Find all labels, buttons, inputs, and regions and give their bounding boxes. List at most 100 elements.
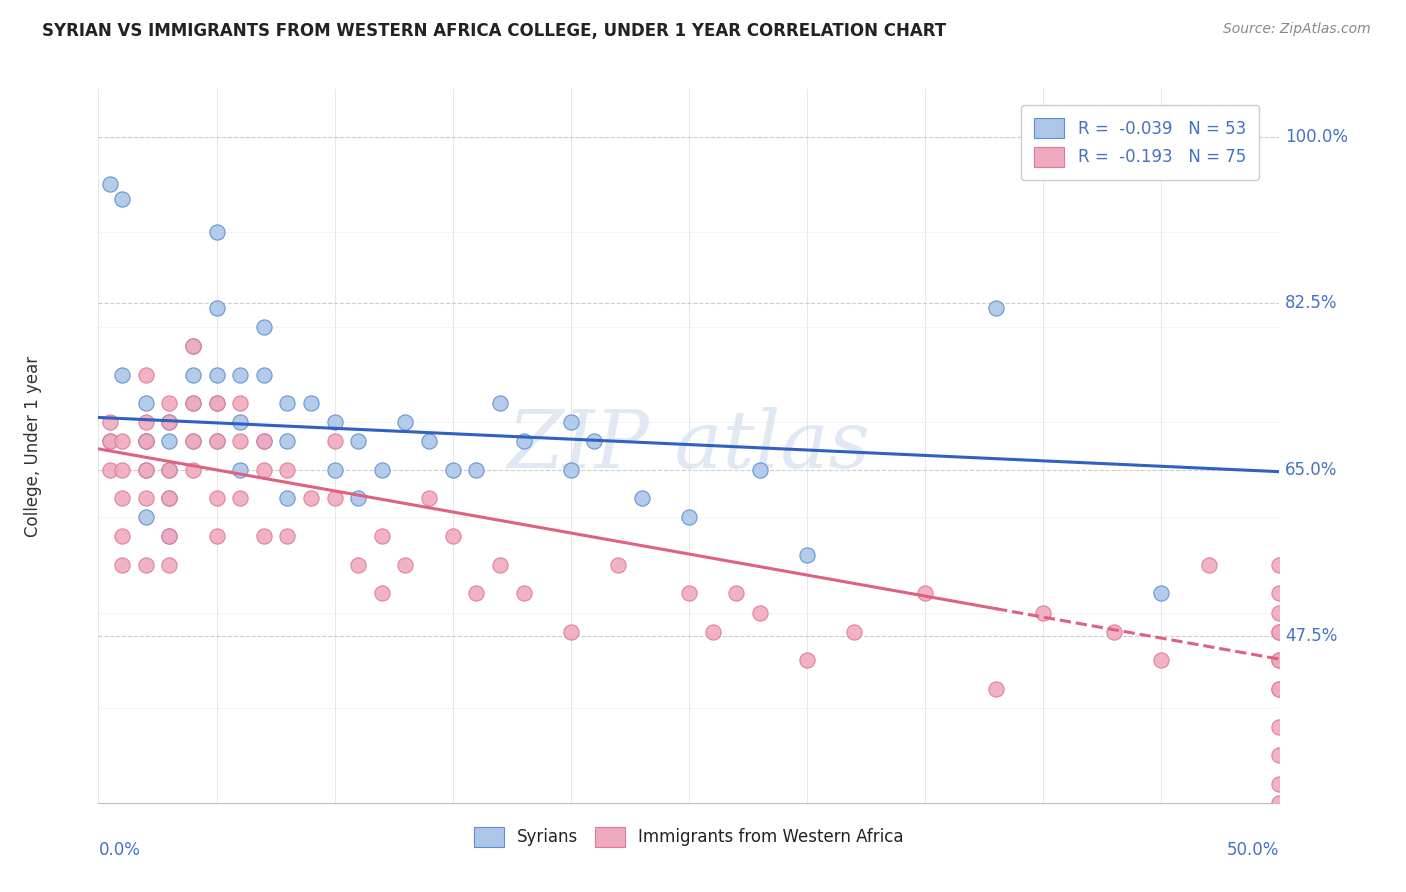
Point	[984, 301, 1007, 315]
Point	[489, 396, 512, 410]
Point	[157, 415, 180, 429]
Point	[157, 463, 180, 477]
Point	[678, 510, 700, 524]
Point	[371, 463, 394, 477]
Text: 100.0%: 100.0%	[1285, 128, 1348, 145]
Point	[1150, 653, 1173, 667]
Point	[111, 192, 134, 206]
Point	[465, 463, 488, 477]
Point	[181, 396, 204, 410]
Point	[157, 529, 180, 543]
Point	[181, 434, 204, 449]
Point	[1268, 777, 1291, 791]
Point	[98, 434, 121, 449]
Point	[135, 396, 157, 410]
Point	[276, 529, 298, 543]
Point	[135, 510, 157, 524]
Point	[205, 434, 228, 449]
Point	[253, 434, 276, 449]
Point	[205, 396, 228, 410]
Point	[98, 463, 121, 477]
Point	[181, 463, 204, 477]
Point	[181, 339, 204, 353]
Point	[229, 368, 252, 382]
Point	[157, 558, 180, 572]
Point	[323, 463, 346, 477]
Point	[1032, 606, 1054, 620]
Text: ZIP atlas: ZIP atlas	[508, 408, 870, 484]
Point	[347, 491, 370, 506]
Point	[583, 434, 606, 449]
Point	[299, 491, 322, 506]
Point	[1150, 586, 1173, 600]
Point	[323, 491, 346, 506]
Point	[111, 368, 134, 382]
Point	[157, 415, 180, 429]
Point	[157, 491, 180, 506]
Point	[1268, 624, 1291, 639]
Point	[1268, 624, 1291, 639]
Point	[253, 529, 276, 543]
Point	[630, 491, 652, 506]
Point	[229, 463, 252, 477]
Point	[181, 396, 204, 410]
Text: 65.0%: 65.0%	[1285, 461, 1337, 479]
Text: 47.5%: 47.5%	[1285, 627, 1337, 645]
Point	[276, 396, 298, 410]
Point	[1268, 720, 1291, 734]
Text: SYRIAN VS IMMIGRANTS FROM WESTERN AFRICA COLLEGE, UNDER 1 YEAR CORRELATION CHART: SYRIAN VS IMMIGRANTS FROM WESTERN AFRICA…	[42, 22, 946, 40]
Text: 50.0%: 50.0%	[1227, 841, 1279, 859]
Point	[135, 558, 157, 572]
Point	[253, 434, 276, 449]
Point	[253, 320, 276, 334]
Point	[347, 558, 370, 572]
Point	[725, 586, 748, 600]
Point	[135, 415, 157, 429]
Point	[205, 529, 228, 543]
Point	[205, 491, 228, 506]
Point	[560, 463, 582, 477]
Point	[276, 463, 298, 477]
Legend: Syrians, Immigrants from Western Africa: Syrians, Immigrants from Western Africa	[463, 815, 915, 859]
Point	[371, 586, 394, 600]
Point	[702, 624, 724, 639]
Point	[98, 434, 121, 449]
Point	[157, 396, 180, 410]
Point	[253, 368, 276, 382]
Point	[253, 463, 276, 477]
Point	[157, 529, 180, 543]
Text: Source: ZipAtlas.com: Source: ZipAtlas.com	[1223, 22, 1371, 37]
Point	[229, 491, 252, 506]
Point	[371, 529, 394, 543]
Point	[135, 434, 157, 449]
Point	[748, 606, 770, 620]
Point	[441, 529, 464, 543]
Point	[1268, 653, 1291, 667]
Text: 82.5%: 82.5%	[1285, 294, 1339, 312]
Point	[98, 178, 121, 192]
Point	[111, 463, 134, 477]
Point	[181, 368, 204, 382]
Point	[111, 529, 134, 543]
Point	[1268, 748, 1291, 763]
Point	[299, 396, 322, 410]
Point	[157, 463, 180, 477]
Point	[1268, 558, 1291, 572]
Point	[1198, 558, 1220, 572]
Point	[276, 434, 298, 449]
Point	[1268, 681, 1291, 696]
Point	[512, 434, 534, 449]
Point	[229, 415, 252, 429]
Point	[111, 434, 134, 449]
Point	[181, 339, 204, 353]
Point	[135, 368, 157, 382]
Point	[157, 434, 180, 449]
Point	[1102, 624, 1125, 639]
Point	[135, 463, 157, 477]
Point	[984, 681, 1007, 696]
Point	[607, 558, 630, 572]
Point	[512, 586, 534, 600]
Point	[1268, 606, 1291, 620]
Point	[276, 491, 298, 506]
Point	[489, 558, 512, 572]
